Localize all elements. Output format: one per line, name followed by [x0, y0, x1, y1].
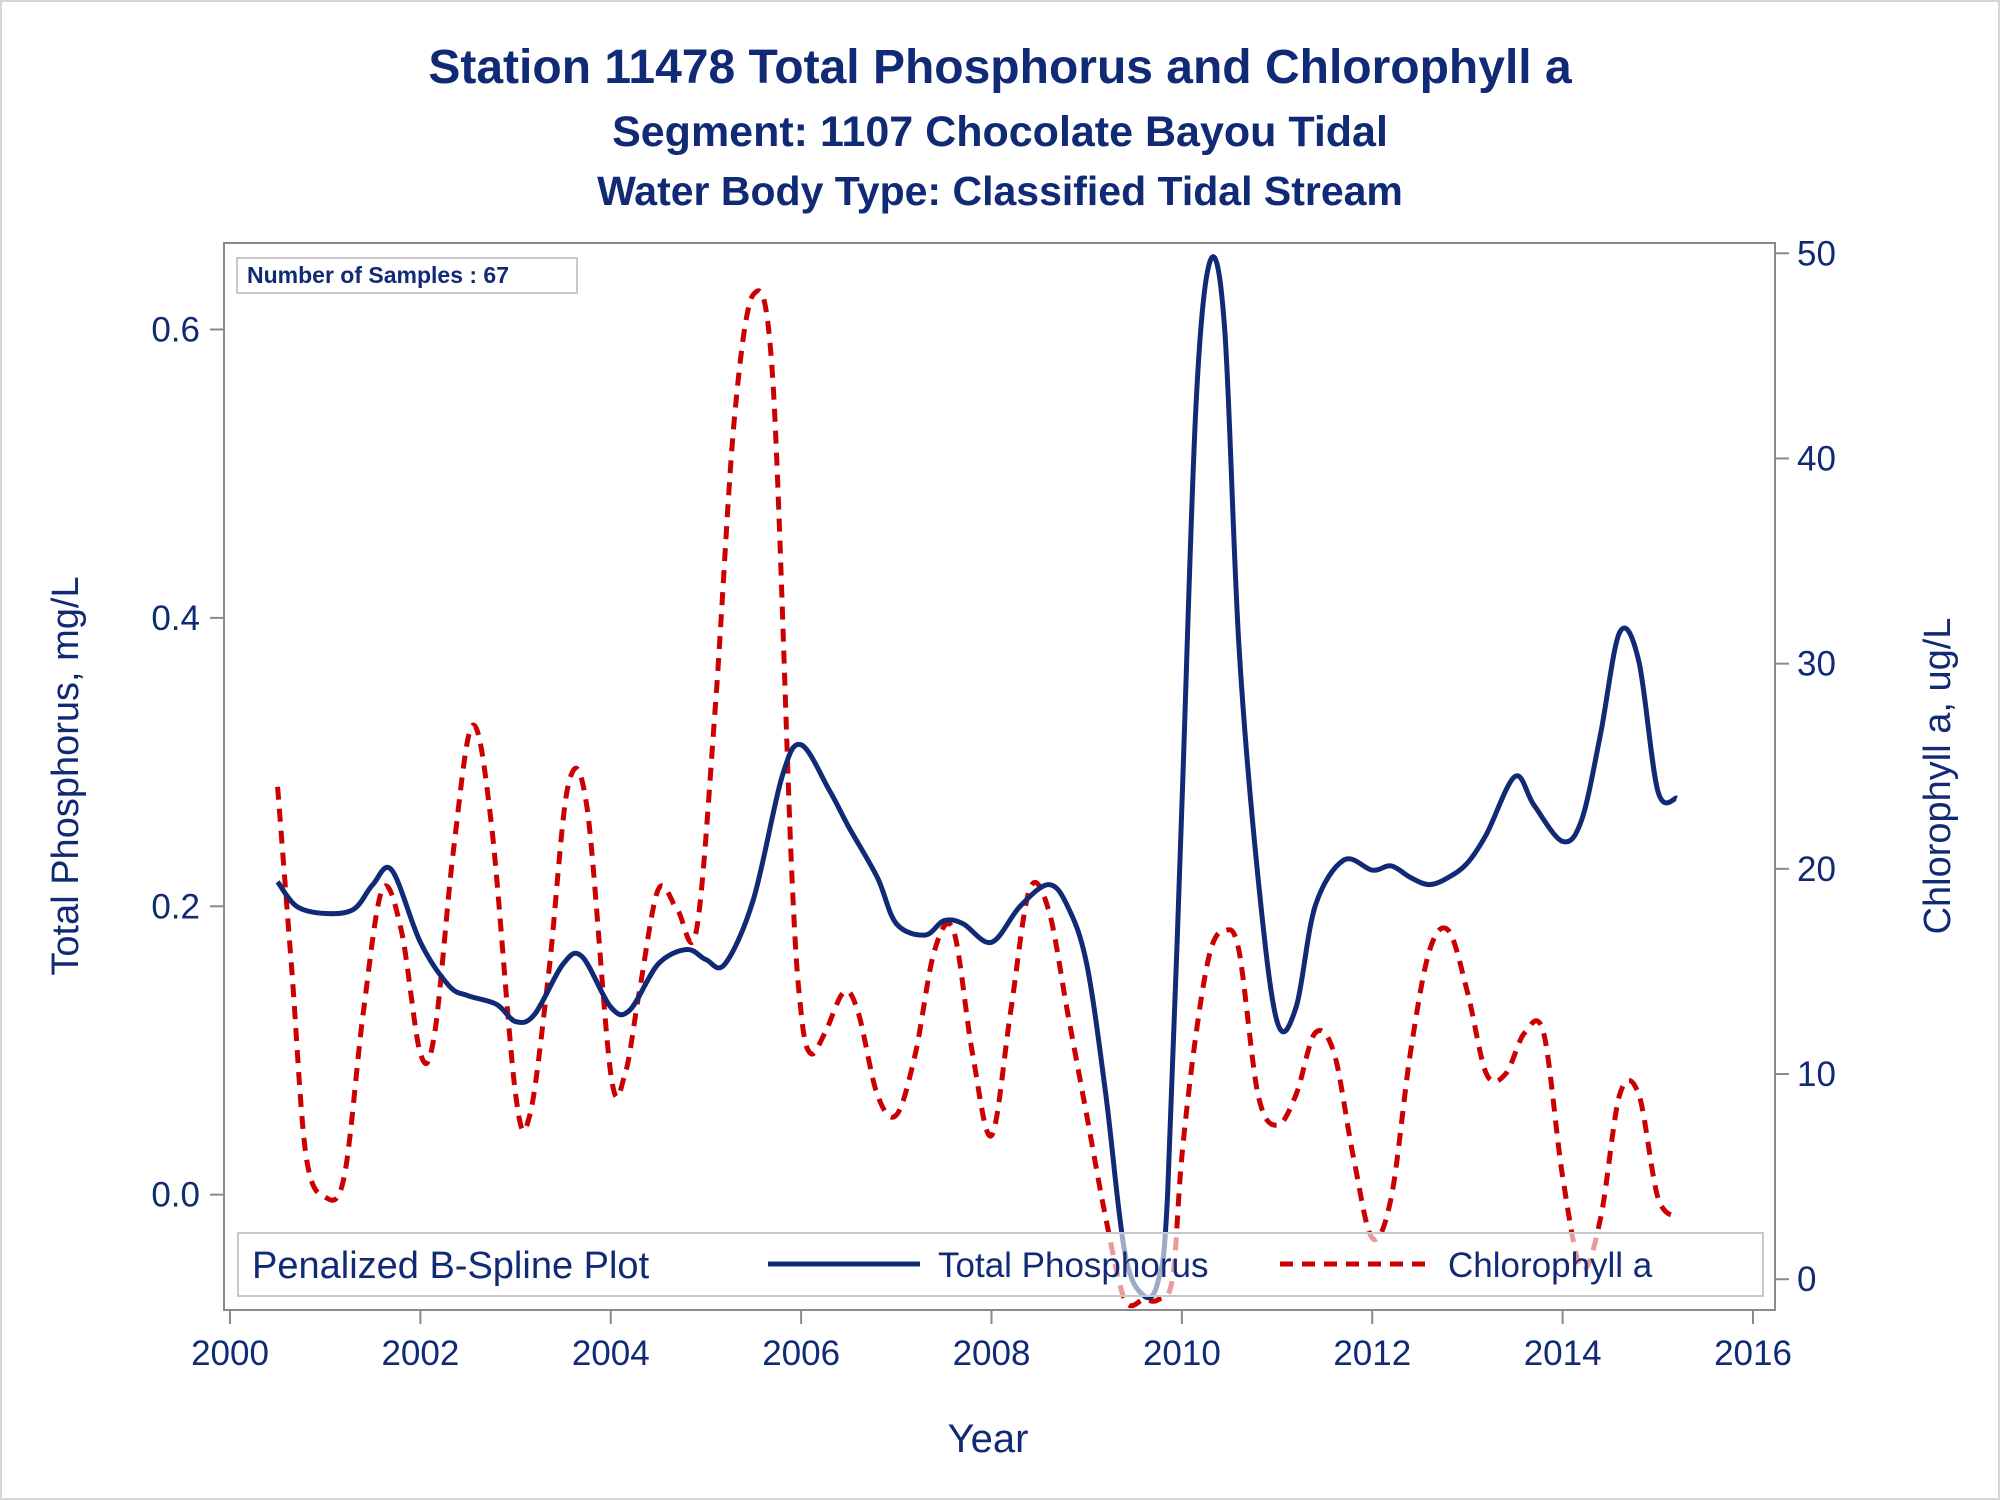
- y-axis-left-label: Total Phosphorus, mg/L: [45, 576, 87, 975]
- series-line-phosphorus: [275, 254, 1678, 1301]
- chart-title: Station 11478 Total Phosphorus and Chlor…: [428, 41, 1572, 94]
- legend-title: Penalized B-Spline Plot: [252, 1245, 650, 1287]
- x-tick-label: 2012: [1333, 1334, 1411, 1373]
- x-tick-label: 2002: [381, 1334, 459, 1373]
- y-right-tick-label: 20: [1797, 850, 1836, 889]
- x-tick-label: 2008: [953, 1334, 1031, 1373]
- y-axis-left: 0.0 0.2 0.4 0.6: [151, 311, 224, 1215]
- y-left-tick-label: 0.0: [151, 1176, 200, 1215]
- x-tick-label: 2004: [572, 1334, 650, 1373]
- x-tick-label: 2016: [1714, 1334, 1792, 1373]
- y-axis-right-label: Chlorophyll a, ug/L: [1917, 618, 1959, 935]
- series-layer: [275, 254, 1679, 1309]
- chart-subtitle-water-body: Water Body Type: Classified Tidal Stream: [597, 168, 1403, 214]
- legend-label-phosphorus: Total Phosphorus: [938, 1246, 1208, 1285]
- y-right-tick-label: 40: [1797, 439, 1836, 478]
- x-axis-label: Year: [948, 1417, 1029, 1461]
- chart-subtitle-segment: Segment: 1107 Chocolate Bayou Tidal: [612, 108, 1388, 156]
- y-right-tick-label: 50: [1797, 234, 1836, 273]
- x-axis: 2000 2002 2004 2006 2008 2010 2012 2014 2016: [191, 1310, 1792, 1373]
- x-tick-label: 2006: [762, 1334, 840, 1373]
- y-left-tick-label: 0.4: [151, 599, 200, 638]
- x-tick-label: 2010: [1143, 1334, 1221, 1373]
- y-right-tick-label: 30: [1797, 645, 1836, 684]
- plot-area: [223, 242, 1776, 1311]
- series-line-chlorophyll: [275, 288, 1679, 1309]
- y-left-tick-label: 0.6: [151, 311, 200, 350]
- y-right-tick-label: 0: [1797, 1260, 1816, 1299]
- x-tick-label: 2000: [191, 1334, 269, 1373]
- y-left-tick-label: 0.2: [151, 887, 200, 926]
- y-right-tick-label: 10: [1797, 1055, 1836, 1094]
- legend-box: [237, 1232, 1764, 1297]
- annotation-box: [236, 257, 578, 294]
- sample-count-annotation: Number of Samples : 67: [236, 257, 578, 294]
- y-axis-right: 0 10 20 30 40 50: [1775, 234, 1836, 1299]
- legend-label-chlorophyll: Chlorophyll a: [1448, 1246, 1653, 1285]
- sample-count-label: Number of Samples : 67: [247, 262, 509, 288]
- x-tick-label: 2014: [1524, 1334, 1602, 1373]
- legend: Penalized B-Spline Plot Total Phosphorus…: [237, 1232, 1764, 1297]
